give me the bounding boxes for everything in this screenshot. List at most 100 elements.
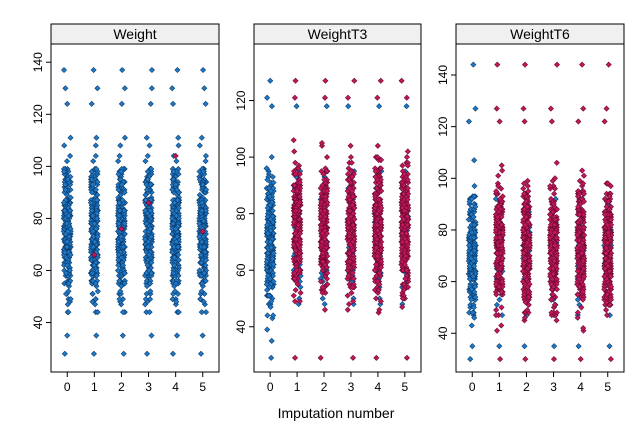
point-imputed: [349, 221, 357, 228]
point-imputed: [317, 278, 324, 285]
point-imputed: [402, 275, 409, 282]
point-imputed: [345, 272, 352, 279]
point-imputed: [317, 354, 324, 361]
point-observed: [264, 213, 271, 220]
point-imputed: [606, 268, 613, 275]
point-observed: [263, 258, 270, 265]
point-observed: [63, 270, 70, 277]
point-observed: [323, 103, 330, 110]
point-imputed: [608, 283, 615, 290]
point-observed: [147, 225, 154, 232]
point-observed: [148, 67, 155, 74]
point-imputed: [552, 263, 559, 270]
point-observed: [493, 301, 500, 308]
point-imputed: [579, 296, 586, 303]
point-observed: [89, 212, 96, 219]
point-observed: [64, 100, 71, 107]
point-observed: [266, 193, 273, 200]
point-imputed: [399, 295, 406, 302]
point-observed: [143, 186, 151, 193]
point-observed: [92, 296, 99, 303]
point-observed: [117, 288, 124, 295]
point-imputed: [574, 314, 581, 321]
point-observed: [466, 263, 473, 270]
point-imputed: [403, 154, 410, 161]
point-imputed: [602, 234, 609, 241]
point-imputed: [522, 299, 529, 306]
point-observed: [468, 322, 475, 329]
point-observed: [92, 186, 99, 193]
point-imputed: [371, 267, 378, 274]
point-imputed: [605, 229, 612, 236]
point-imputed: [602, 255, 609, 262]
y-tick-label: 100: [234, 147, 248, 167]
point-observed: [267, 77, 274, 84]
point-imputed: [347, 142, 354, 149]
x-tick-label: 2: [523, 380, 530, 394]
point-observed: [93, 215, 100, 222]
point-observed: [144, 176, 151, 183]
point-observed: [196, 176, 203, 183]
point-imputed: [322, 213, 329, 220]
point-observed: [115, 262, 122, 269]
y-tick-label: 40: [234, 320, 248, 334]
point-imputed: [551, 175, 559, 182]
point-imputed: [521, 291, 528, 298]
point-observed: [263, 165, 270, 172]
point-observed: [90, 67, 97, 74]
point-imputed: [377, 241, 384, 248]
point-imputed: [348, 168, 355, 175]
point-imputed: [523, 214, 530, 221]
point-imputed: [551, 221, 558, 228]
point-observed: [265, 250, 272, 257]
point-imputed: [498, 304, 505, 311]
point-imputed: [344, 306, 351, 313]
point-imputed: [520, 278, 527, 285]
point-imputed: [550, 270, 557, 277]
point-observed: [65, 309, 72, 316]
point-imputed: [399, 303, 406, 310]
point-imputed: [377, 298, 384, 305]
point-observed: [203, 257, 210, 264]
point-observed: [143, 181, 150, 188]
point-imputed: [405, 179, 412, 186]
point-imputed: [601, 211, 608, 218]
point-observed: [264, 221, 271, 228]
point-imputed: [580, 105, 587, 112]
point-imputed: [525, 301, 532, 308]
point-imputed: [520, 260, 527, 267]
point-imputed: [521, 273, 529, 280]
point-observed: [144, 152, 151, 159]
point-imputed: [350, 255, 357, 262]
point-observed: [199, 280, 206, 287]
point-imputed: [603, 105, 610, 112]
point-imputed: [373, 295, 380, 302]
point-observed: [114, 267, 122, 274]
point-imputed: [347, 213, 354, 220]
point-imputed: [374, 221, 381, 228]
point-observed: [470, 61, 477, 68]
point-observed: [115, 220, 122, 227]
point-imputed: [495, 208, 502, 215]
point-imputed: [526, 281, 533, 288]
point-imputed: [519, 226, 527, 233]
point-observed: [319, 295, 326, 302]
point-observed: [148, 85, 155, 92]
point-observed: [65, 280, 72, 287]
points: [465, 61, 615, 363]
point-imputed: [346, 233, 353, 240]
point-imputed: [604, 291, 611, 298]
point-observed: [197, 350, 205, 357]
point-imputed: [145, 199, 152, 206]
point-imputed: [401, 281, 408, 288]
point-observed: [147, 181, 154, 188]
x-axis-label: Imputation number: [278, 405, 395, 421]
point-observed: [606, 343, 613, 350]
point-observed: [264, 312, 271, 319]
point-observed: [200, 233, 207, 240]
point-imputed: [296, 193, 303, 200]
y-tick-label: 40: [31, 316, 45, 330]
point-observed: [496, 343, 503, 350]
point-imputed: [373, 185, 380, 192]
